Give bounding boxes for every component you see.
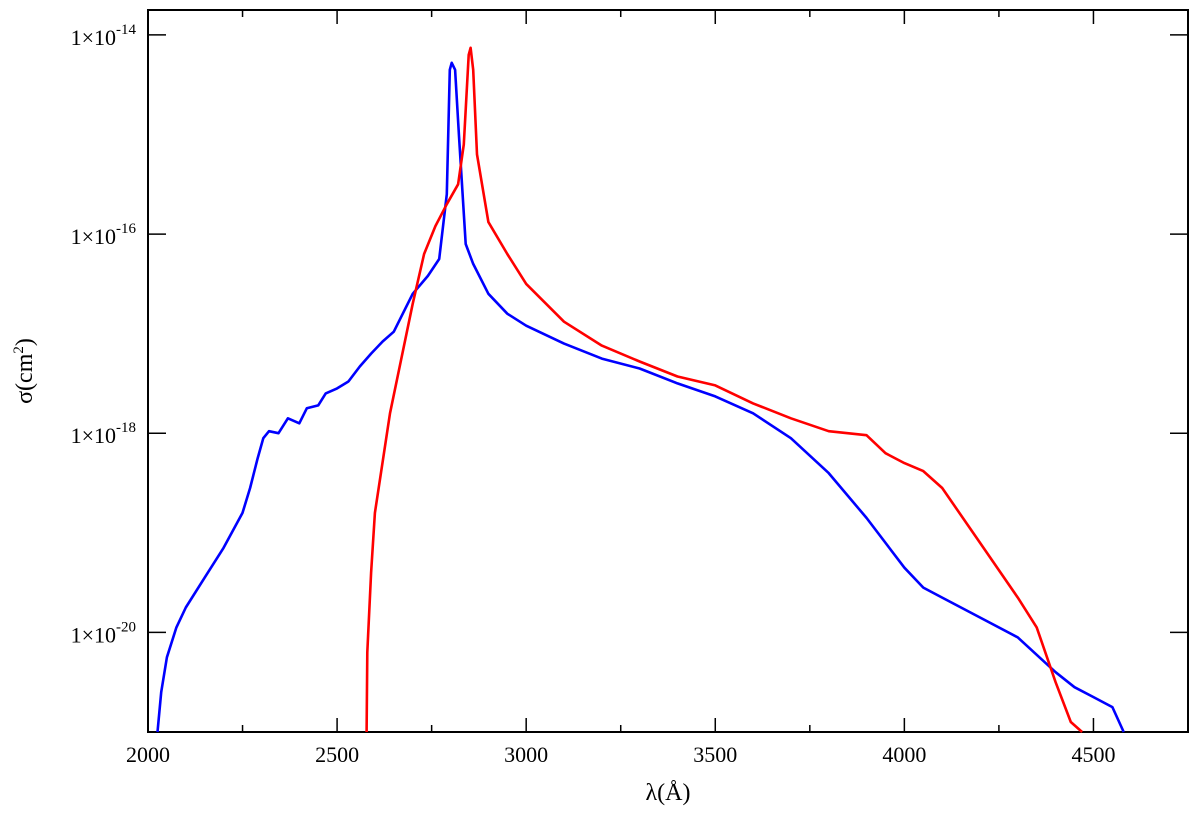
y-tick-label-base: 1×10 [71,622,116,647]
axis-ticks [147,10,1188,732]
x-tick-label: 3000 [504,742,548,767]
series-line-1 [156,61,1125,733]
y-tick-label-exp: -20 [116,619,136,635]
x-tick-label: 2000 [126,742,170,767]
y-tick-label: 1×10-14 [71,22,137,50]
y-axis-title-main: σ(cm [12,353,38,404]
x-tick-label: 4500 [1071,742,1115,767]
y-tick-label-exp: -18 [116,420,136,436]
y-tick-label-base: 1×10 [71,423,116,448]
x-axis-title: λ(Å) [646,780,691,806]
y-tick-label-exp: -14 [116,22,136,38]
x-tick-label: 3500 [693,742,737,767]
y-tick-label: 1×10-20 [71,619,136,647]
x-tick-label: 2500 [315,742,359,767]
x-tick-label: 4000 [882,742,926,767]
y-tick-label-base: 1×10 [71,25,116,50]
y-tick-label: 1×10-16 [71,221,137,249]
y-tick-label: 1×10-18 [71,420,136,448]
y-tick-label-base: 1×10 [71,224,116,249]
y-axis-title-close: ) [12,338,38,346]
y-axis-title: σ(cm2) [11,338,38,404]
y-axis-title-sup: 2 [11,346,27,354]
plot-frame [147,9,1189,733]
y-tick-label-exp: -16 [116,221,136,237]
series-line-2 [365,46,1083,733]
tick-labels: 2000 2500 3000 3500 4000 45001×10-141×10-161×… [71,22,1116,767]
series-group [156,46,1125,733]
